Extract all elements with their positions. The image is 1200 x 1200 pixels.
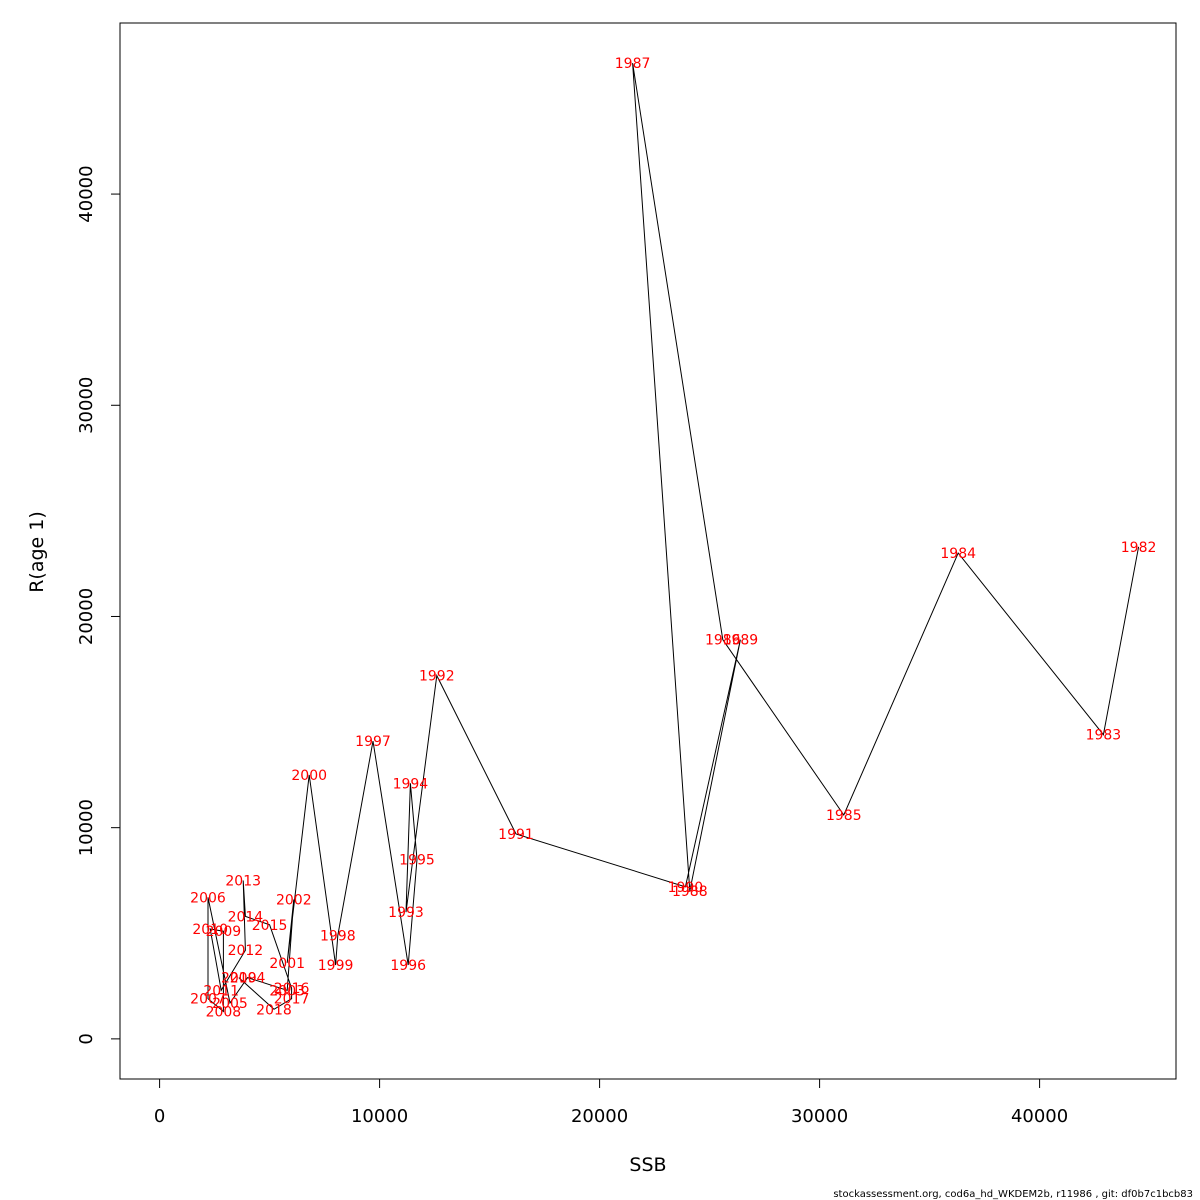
y-axis-title: R(age 1) <box>26 511 48 593</box>
y-tick-label: 30000 <box>76 377 97 434</box>
year-label-1996: 1996 <box>390 958 426 974</box>
year-labels: 1982 1983 1984 1985 1986 1987 1988 1989 1990 1991… <box>190 56 1156 1020</box>
year-label-2009: 2009 <box>206 924 242 940</box>
year-label-1995: 1995 <box>399 852 435 868</box>
year-label-2011: 2011 <box>203 983 239 999</box>
year-label-1985: 1985 <box>826 808 862 824</box>
year-label-2019: 2019 <box>221 971 257 987</box>
year-label-1984: 1984 <box>940 546 976 562</box>
x-tick-label: 10000 <box>351 1106 408 1127</box>
year-label-1997: 1997 <box>355 734 391 750</box>
x-tick-label: 0 <box>154 1106 165 1127</box>
series-line <box>207 63 1140 1013</box>
year-label-1998: 1998 <box>320 928 356 944</box>
year-label-1991: 1991 <box>498 827 534 843</box>
year-label-1993: 1993 <box>388 905 424 921</box>
year-label-1986: 1986 <box>705 633 741 649</box>
year-label-2014: 2014 <box>228 909 264 925</box>
year-label-1982: 1982 <box>1121 540 1157 556</box>
year-label-2005: 2005 <box>212 996 248 1012</box>
year-label-1983: 1983 <box>1086 728 1122 744</box>
year-label-2018: 2018 <box>256 1002 292 1018</box>
year-label-1994: 1994 <box>393 776 429 792</box>
year-label-2012: 2012 <box>228 943 264 959</box>
year-label-2013: 2013 <box>225 874 261 890</box>
year-label-2000: 2000 <box>291 768 327 784</box>
y-tick-label: 40000 <box>76 165 97 222</box>
y-axis: 0 10000 20000 30000 40000 <box>76 165 121 1045</box>
year-label-2004: 2004 <box>230 971 266 987</box>
x-tick-label: 40000 <box>1011 1106 1068 1127</box>
year-label-1992: 1992 <box>419 669 455 685</box>
y-tick-label: 10000 <box>76 799 97 856</box>
year-label-1989: 1989 <box>723 633 759 649</box>
year-label-2001: 2001 <box>269 956 305 972</box>
year-label-1988: 1988 <box>672 884 708 900</box>
x-tick-label: 30000 <box>791 1106 848 1127</box>
x-axis: 0 10000 20000 30000 40000 <box>154 1078 1068 1127</box>
year-label-2008: 2008 <box>206 1004 242 1020</box>
year-label-1999: 1999 <box>318 958 354 974</box>
year-label-2003: 2003 <box>269 983 305 999</box>
x-axis-title: SSB <box>629 1154 666 1176</box>
year-label-2002: 2002 <box>276 893 312 909</box>
y-tick-label: 0 <box>76 1033 97 1044</box>
y-tick-label: 20000 <box>76 588 97 645</box>
year-label-1987: 1987 <box>615 56 651 72</box>
year-label-2015: 2015 <box>252 918 288 934</box>
year-label-2016: 2016 <box>274 981 310 997</box>
year-label-2006: 2006 <box>190 890 226 906</box>
year-label-2017: 2017 <box>274 992 310 1008</box>
year-label-1990: 1990 <box>668 880 704 896</box>
footer-note: stockassessment.org, cod6a_hd_WKDEM2b, r… <box>833 1189 1193 1200</box>
x-tick-label: 20000 <box>571 1106 628 1127</box>
year-label-2010: 2010 <box>192 922 228 938</box>
year-label-2007: 2007 <box>190 992 226 1008</box>
